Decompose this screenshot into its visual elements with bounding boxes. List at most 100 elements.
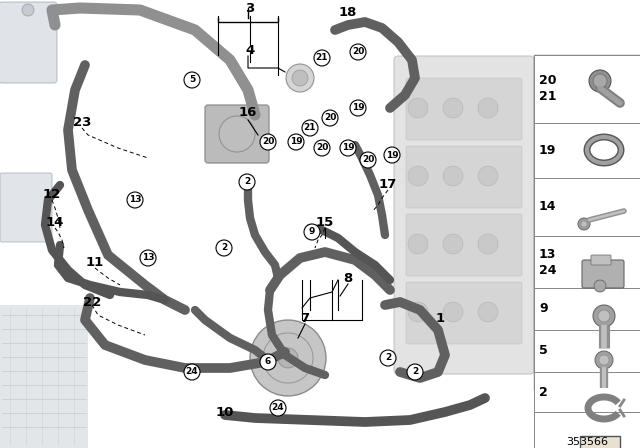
Text: 16: 16 [239,105,257,119]
Bar [534,55,640,390]
Text: 7: 7 [300,311,310,324]
Circle shape [260,354,276,370]
Circle shape [408,302,428,322]
Bar [534,178,640,236]
Circle shape [581,221,587,227]
Text: 6: 6 [265,358,271,366]
Circle shape [127,192,143,208]
Text: 353566: 353566 [566,437,608,447]
Circle shape [595,351,613,369]
Text: 19: 19 [386,151,398,159]
Text: 19: 19 [352,103,364,112]
Text: 9: 9 [309,228,315,237]
Text: 15: 15 [316,215,334,228]
Text: 19: 19 [342,143,355,152]
Text: 13: 13 [141,254,154,263]
Text: 22: 22 [83,296,101,309]
Circle shape [270,400,286,416]
Circle shape [219,116,255,152]
Circle shape [239,174,255,190]
FancyBboxPatch shape [406,282,522,344]
Bar [534,288,640,330]
Bar [534,412,640,448]
Circle shape [478,302,498,322]
Circle shape [260,134,276,150]
FancyBboxPatch shape [580,436,620,448]
Text: 13
24: 13 24 [539,247,557,276]
FancyBboxPatch shape [582,260,624,288]
Circle shape [593,74,607,88]
Text: 8: 8 [344,271,353,284]
Circle shape [216,240,232,256]
Circle shape [286,64,314,92]
Circle shape [408,98,428,118]
Circle shape [350,100,366,116]
Circle shape [407,364,423,380]
Circle shape [314,140,330,156]
Circle shape [594,280,606,292]
Text: 14: 14 [46,215,64,228]
Text: 20
21: 20 21 [539,74,557,103]
Text: 23: 23 [73,116,91,129]
Circle shape [340,140,356,156]
FancyBboxPatch shape [0,173,52,242]
Circle shape [478,166,498,186]
Text: 20: 20 [352,47,364,56]
Circle shape [140,250,156,266]
Circle shape [478,234,498,254]
Circle shape [292,70,308,86]
Circle shape [380,350,396,366]
Text: 2: 2 [244,177,250,186]
Text: 24: 24 [272,404,284,413]
Circle shape [304,224,320,240]
Circle shape [478,98,498,118]
FancyBboxPatch shape [394,56,534,374]
Circle shape [250,320,326,396]
Circle shape [278,348,298,368]
Text: 12: 12 [43,189,61,202]
Bar [534,330,640,372]
Circle shape [443,302,463,322]
Text: 20: 20 [262,138,274,146]
FancyBboxPatch shape [0,2,57,83]
Circle shape [408,166,428,186]
Text: 24: 24 [186,367,198,376]
Text: 10: 10 [216,405,234,418]
Bar [534,372,640,412]
Bar [534,236,640,288]
Text: 21: 21 [304,124,316,133]
Text: 3: 3 [245,1,255,14]
Text: 1: 1 [435,311,445,324]
Bar [534,123,640,178]
Circle shape [184,72,200,88]
Circle shape [443,166,463,186]
Circle shape [263,333,313,383]
Circle shape [322,110,338,126]
Circle shape [384,147,400,163]
Circle shape [589,70,611,92]
Bar [0,305,88,448]
FancyBboxPatch shape [205,105,269,163]
Circle shape [288,134,304,150]
Text: 17: 17 [379,178,397,191]
Text: 9: 9 [539,302,548,315]
Circle shape [22,4,34,16]
Circle shape [408,234,428,254]
FancyBboxPatch shape [406,214,522,276]
Bar [534,55,640,123]
FancyBboxPatch shape [406,146,522,208]
Text: 18: 18 [339,5,357,18]
Text: 20: 20 [316,143,328,152]
Circle shape [350,44,366,60]
Circle shape [578,218,590,230]
Text: 2: 2 [539,385,548,399]
Circle shape [599,355,609,365]
Text: 11: 11 [86,255,104,268]
Text: 20: 20 [324,113,336,122]
Text: 5: 5 [189,76,195,85]
Text: 13: 13 [129,195,141,204]
Text: 2: 2 [385,353,391,362]
Text: 21: 21 [316,53,328,63]
Text: 2: 2 [221,244,227,253]
Circle shape [360,152,376,168]
